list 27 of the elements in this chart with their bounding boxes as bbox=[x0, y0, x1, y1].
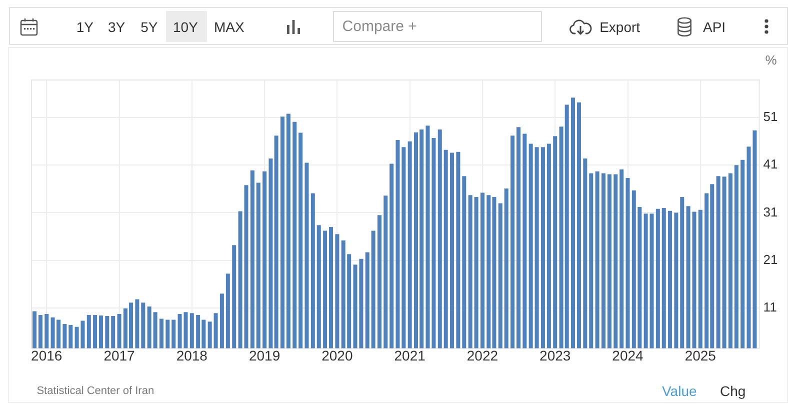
y-tick-label: 41 bbox=[763, 156, 778, 172]
x-tick-label: 2022 bbox=[466, 348, 498, 364]
text: Chg bbox=[720, 383, 746, 399]
text: API bbox=[703, 18, 726, 34]
text: MAX bbox=[214, 18, 244, 34]
x-tick-label: 2020 bbox=[322, 348, 353, 364]
y-tick-label: 51 bbox=[763, 109, 778, 124]
x-tick-label: 2023 bbox=[540, 348, 571, 364]
x-tick-label: 2021 bbox=[394, 348, 426, 364]
text: 3Y bbox=[108, 18, 126, 34]
y-tick-label: 21 bbox=[763, 252, 778, 267]
text: Value bbox=[662, 383, 697, 399]
x-tick-label: 2016 bbox=[31, 348, 62, 364]
y-tick-label: 11 bbox=[763, 299, 777, 314]
text: 10Y bbox=[173, 18, 198, 34]
text: Compare + bbox=[342, 18, 417, 35]
text: 1Y bbox=[76, 18, 94, 34]
y-axis-title: % bbox=[765, 52, 778, 68]
text: Statistical Center of Iran bbox=[36, 384, 154, 398]
x-tick-label: 2017 bbox=[104, 348, 136, 364]
x-tick-label: 2019 bbox=[248, 348, 280, 364]
x-tick-label: 2018 bbox=[176, 348, 208, 364]
x-tick-label: 2024 bbox=[612, 348, 644, 364]
text: 5Y bbox=[140, 18, 158, 34]
text: Export bbox=[600, 18, 640, 34]
x-tick-label: 2025 bbox=[684, 348, 716, 364]
y-tick-label: 31 bbox=[763, 204, 778, 220]
